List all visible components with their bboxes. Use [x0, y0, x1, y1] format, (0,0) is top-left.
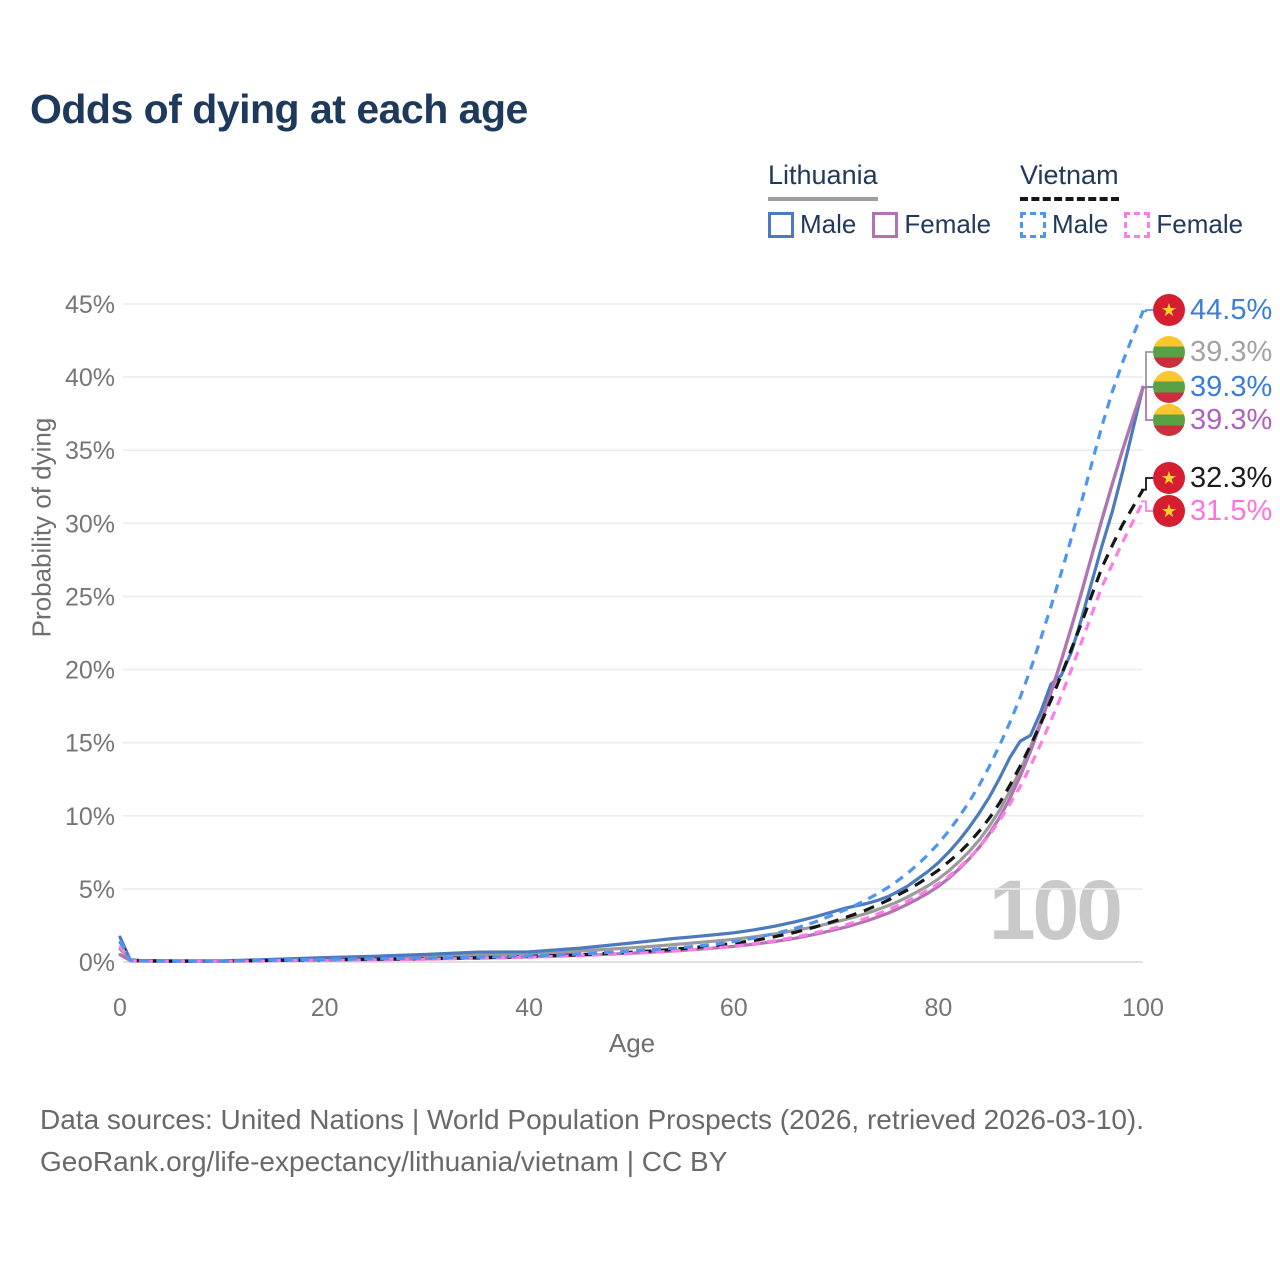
end-label-value: 39.3% — [1190, 371, 1273, 403]
y-tick-label: 45% — [65, 291, 115, 319]
dashed-line-swatch-icon — [1020, 211, 1046, 238]
vietnam-flag-icon: ★ — [1153, 495, 1185, 527]
x-tick-label: 60 — [720, 994, 748, 1022]
series-line-vn-both — [118, 488, 1145, 963]
end-label-value: 31.5% — [1190, 495, 1273, 527]
vietnam-flag-icon: ★ — [1153, 462, 1185, 494]
y-tick-label: 10% — [65, 803, 115, 831]
star-icon: ★ — [1160, 501, 1178, 521]
y-tick-label: 25% — [65, 583, 115, 611]
legend-item-vietnam-male[interactable]: Male — [1020, 209, 1108, 240]
end-label-value: 44.5% — [1190, 294, 1273, 326]
y-tick-label: 15% — [65, 730, 115, 758]
watermark-age-100: 100 — [988, 863, 1123, 957]
star-icon: ★ — [1160, 468, 1178, 488]
label-connector — [1141, 500, 1153, 512]
legend-item-label: Female — [904, 209, 992, 239]
legend-country-vietnam: Vietnam — [1020, 160, 1119, 201]
series-line-lt-female — [118, 385, 1145, 963]
legend-item-vietnam-female[interactable]: Female — [1124, 209, 1243, 240]
legend-country-lithuania: Lithuania — [768, 160, 878, 201]
series-line-lt-both — [118, 385, 1145, 963]
lithuania-flag-icon — [1153, 371, 1185, 403]
x-tick-label: 40 — [515, 994, 543, 1022]
series-line-vn-male — [118, 310, 1145, 963]
label-connector — [1141, 386, 1153, 421]
legend-group-lithuania: Lithuania Male Female — [768, 160, 991, 240]
legend-item-lithuania-female[interactable]: Female — [872, 209, 991, 240]
y-tick-label: 40% — [65, 364, 115, 392]
legend-group-vietnam: Vietnam Male Female — [1020, 160, 1243, 240]
lithuania-flag-icon — [1153, 336, 1185, 368]
series-line-vn-female — [118, 500, 1145, 963]
legend-country-label: Vietnam — [1020, 160, 1119, 190]
solid-line-swatch-icon — [768, 211, 794, 238]
legend-country-label: Lithuania — [768, 160, 878, 190]
end-label-value: 32.3% — [1190, 462, 1273, 494]
x-tick-label: 80 — [924, 994, 952, 1022]
label-connector — [1141, 477, 1153, 491]
legend-item-label: Male — [1052, 209, 1109, 239]
x-axis-title: Age — [608, 1028, 656, 1058]
legend-item-label: Female — [1156, 209, 1244, 239]
x-tick-label: 20 — [311, 994, 339, 1022]
footer-attribution: GeoRank.org/life-expectancy/lithuania/vi… — [40, 1146, 728, 1177]
y-tick-label: 0% — [79, 949, 115, 977]
series-line-lt-male — [118, 385, 1145, 963]
x-tick-label: 0 — [113, 994, 127, 1022]
lithuania-flag-icon — [1153, 404, 1185, 436]
solid-line-swatch-icon — [872, 211, 899, 238]
page-title: Odds of dying at each age — [30, 86, 528, 132]
label-connector — [1141, 351, 1153, 389]
vietnam-flag-icon: ★ — [1153, 294, 1185, 326]
label-connector — [1141, 309, 1153, 313]
y-tick-label: 20% — [65, 657, 115, 685]
dashed-line-swatch-icon — [1124, 211, 1151, 238]
legend-item-lithuania-male[interactable]: Male — [768, 209, 856, 240]
end-label-value: 39.3% — [1190, 336, 1273, 368]
legend-item-label: Male — [800, 209, 857, 239]
y-tick-label: 5% — [79, 876, 115, 904]
end-label-value: 39.3% — [1190, 404, 1273, 436]
x-tick-label: 100 — [1122, 994, 1164, 1022]
y-tick-label: 30% — [65, 510, 115, 538]
y-tick-label: 35% — [65, 437, 115, 465]
star-icon: ★ — [1160, 300, 1178, 320]
line-chart: 0% 5% 10% 15% 20% 25% 30% 35% 40% 45% 0 20 40 60 80 100 — [65, 291, 1164, 1022]
footer-data-sources: Data sources: United Nations | World Pop… — [40, 1104, 1145, 1135]
